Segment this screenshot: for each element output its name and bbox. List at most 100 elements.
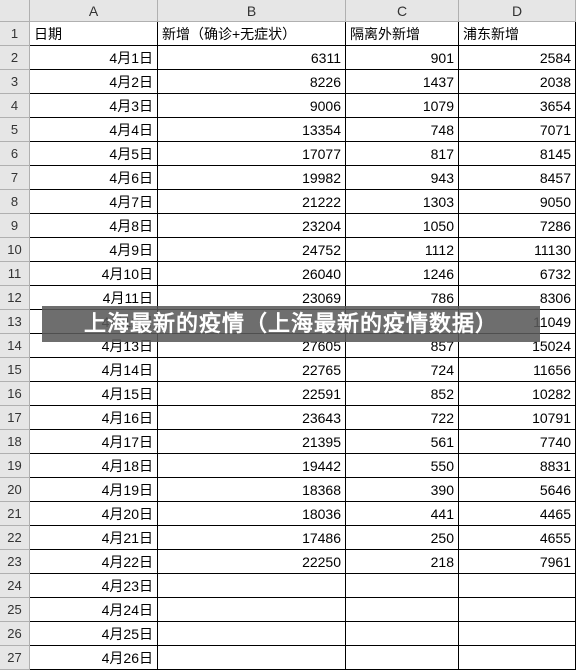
cell-new-cases[interactable]: 9006 bbox=[158, 94, 346, 118]
cell-outside-quarantine[interactable]: 218 bbox=[346, 550, 459, 574]
cell-new-cases[interactable] bbox=[158, 574, 346, 598]
row-header[interactable]: 5 bbox=[0, 118, 30, 142]
row-header[interactable]: 19 bbox=[0, 454, 30, 478]
cell-new-cases[interactable]: 23204 bbox=[158, 214, 346, 238]
cell-outside-quarantine[interactable]: 943 bbox=[346, 166, 459, 190]
cell-pudong-new[interactable]: 4465 bbox=[459, 502, 576, 526]
row-header[interactable]: 22 bbox=[0, 526, 30, 550]
cell-new-cases[interactable] bbox=[158, 622, 346, 646]
row-header[interactable]: 10 bbox=[0, 238, 30, 262]
row-header[interactable]: 3 bbox=[0, 70, 30, 94]
row-header[interactable]: 17 bbox=[0, 406, 30, 430]
cell-new-cases[interactable]: 19442 bbox=[158, 454, 346, 478]
cell-outside-quarantine[interactable] bbox=[346, 598, 459, 622]
cell-pudong-new[interactable]: 7286 bbox=[459, 214, 576, 238]
cell-new-cases[interactable]: 22250 bbox=[158, 550, 346, 574]
column-header-c[interactable]: C bbox=[346, 0, 459, 22]
row-header[interactable]: 9 bbox=[0, 214, 30, 238]
row-header[interactable]: 23 bbox=[0, 550, 30, 574]
cell-new-cases[interactable]: 19982 bbox=[158, 166, 346, 190]
cell-date[interactable]: 4月10日 bbox=[30, 262, 158, 286]
row-header[interactable]: 11 bbox=[0, 262, 30, 286]
cell-date[interactable]: 4月21日 bbox=[30, 526, 158, 550]
cell-date[interactable]: 4月15日 bbox=[30, 382, 158, 406]
cell-pudong-new[interactable]: 2584 bbox=[459, 46, 576, 70]
row-header[interactable]: 27 bbox=[0, 646, 30, 670]
cell-new-cases[interactable]: 24752 bbox=[158, 238, 346, 262]
cell-new-cases[interactable]: 18368 bbox=[158, 478, 346, 502]
row-header[interactable]: 8 bbox=[0, 190, 30, 214]
cell-pudong-new[interactable]: 8145 bbox=[459, 142, 576, 166]
cell-date[interactable]: 4月4日 bbox=[30, 118, 158, 142]
cell-pudong-new[interactable]: 3654 bbox=[459, 94, 576, 118]
cell-date[interactable]: 4月16日 bbox=[30, 406, 158, 430]
cell-date[interactable]: 4月14日 bbox=[30, 358, 158, 382]
column-header-b[interactable]: B bbox=[158, 0, 346, 22]
cell-pudong-new[interactable]: 11656 bbox=[459, 358, 576, 382]
row-header[interactable]: 14 bbox=[0, 334, 30, 358]
cell-pudong-new[interactable] bbox=[459, 622, 576, 646]
cell-outside-quarantine[interactable]: 722 bbox=[346, 406, 459, 430]
row-header[interactable]: 4 bbox=[0, 94, 30, 118]
cell-outside-quarantine[interactable]: 1437 bbox=[346, 70, 459, 94]
cell-pudong-new[interactable]: 10282 bbox=[459, 382, 576, 406]
cell-pudong-new[interactable]: 6732 bbox=[459, 262, 576, 286]
cell-pudong-new[interactable]: 8831 bbox=[459, 454, 576, 478]
header-cell[interactable]: 新增（确诊+无症状） bbox=[158, 22, 346, 46]
cell-new-cases[interactable]: 21395 bbox=[158, 430, 346, 454]
cell-date[interactable]: 4月24日 bbox=[30, 598, 158, 622]
cell-outside-quarantine[interactable] bbox=[346, 574, 459, 598]
cell-outside-quarantine[interactable] bbox=[346, 622, 459, 646]
cell-pudong-new[interactable]: 7071 bbox=[459, 118, 576, 142]
column-header-a[interactable]: A bbox=[30, 0, 158, 22]
row-header[interactable]: 13 bbox=[0, 310, 30, 334]
column-header-d[interactable]: D bbox=[459, 0, 576, 22]
cell-outside-quarantine[interactable]: 852 bbox=[346, 382, 459, 406]
cell-date[interactable]: 4月5日 bbox=[30, 142, 158, 166]
cell-date[interactable]: 4月3日 bbox=[30, 94, 158, 118]
cell-date[interactable]: 4月2日 bbox=[30, 70, 158, 94]
cell-date[interactable]: 4月20日 bbox=[30, 502, 158, 526]
cell-outside-quarantine[interactable]: 561 bbox=[346, 430, 459, 454]
cell-pudong-new[interactable]: 5646 bbox=[459, 478, 576, 502]
cell-new-cases[interactable]: 8226 bbox=[158, 70, 346, 94]
header-cell[interactable]: 日期 bbox=[30, 22, 158, 46]
cell-new-cases[interactable] bbox=[158, 598, 346, 622]
row-header[interactable]: 12 bbox=[0, 286, 30, 310]
cell-outside-quarantine[interactable]: 1303 bbox=[346, 190, 459, 214]
row-header[interactable]: 2 bbox=[0, 46, 30, 70]
cell-date[interactable]: 4月17日 bbox=[30, 430, 158, 454]
row-header[interactable]: 15 bbox=[0, 358, 30, 382]
header-cell[interactable]: 浦东新增 bbox=[459, 22, 576, 46]
cell-date[interactable]: 4月22日 bbox=[30, 550, 158, 574]
cell-outside-quarantine[interactable]: 441 bbox=[346, 502, 459, 526]
header-cell[interactable]: 隔离外新增 bbox=[346, 22, 459, 46]
cell-outside-quarantine[interactable] bbox=[346, 646, 459, 670]
cell-new-cases[interactable]: 22765 bbox=[158, 358, 346, 382]
cell-date[interactable]: 4月19日 bbox=[30, 478, 158, 502]
cell-date[interactable]: 4月18日 bbox=[30, 454, 158, 478]
cell-pudong-new[interactable]: 4655 bbox=[459, 526, 576, 550]
cell-outside-quarantine[interactable]: 1050 bbox=[346, 214, 459, 238]
cell-date[interactable]: 4月26日 bbox=[30, 646, 158, 670]
cell-date[interactable]: 4月8日 bbox=[30, 214, 158, 238]
cell-pudong-new[interactable]: 10791 bbox=[459, 406, 576, 430]
cell-pudong-new[interactable] bbox=[459, 646, 576, 670]
cell-new-cases[interactable]: 18036 bbox=[158, 502, 346, 526]
cell-date[interactable]: 4月6日 bbox=[30, 166, 158, 190]
cell-new-cases[interactable]: 21222 bbox=[158, 190, 346, 214]
cell-date[interactable]: 4月9日 bbox=[30, 238, 158, 262]
cell-outside-quarantine[interactable]: 390 bbox=[346, 478, 459, 502]
cell-outside-quarantine[interactable]: 1112 bbox=[346, 238, 459, 262]
cell-outside-quarantine[interactable]: 1079 bbox=[346, 94, 459, 118]
row-header[interactable]: 18 bbox=[0, 430, 30, 454]
select-all-corner[interactable] bbox=[0, 0, 30, 22]
cell-outside-quarantine[interactable]: 724 bbox=[346, 358, 459, 382]
cell-pudong-new[interactable]: 9050 bbox=[459, 190, 576, 214]
cell-new-cases[interactable]: 26040 bbox=[158, 262, 346, 286]
cell-pudong-new[interactable]: 2038 bbox=[459, 70, 576, 94]
cell-pudong-new[interactable]: 7740 bbox=[459, 430, 576, 454]
cell-pudong-new[interactable]: 7961 bbox=[459, 550, 576, 574]
cell-outside-quarantine[interactable]: 250 bbox=[346, 526, 459, 550]
cell-outside-quarantine[interactable]: 550 bbox=[346, 454, 459, 478]
